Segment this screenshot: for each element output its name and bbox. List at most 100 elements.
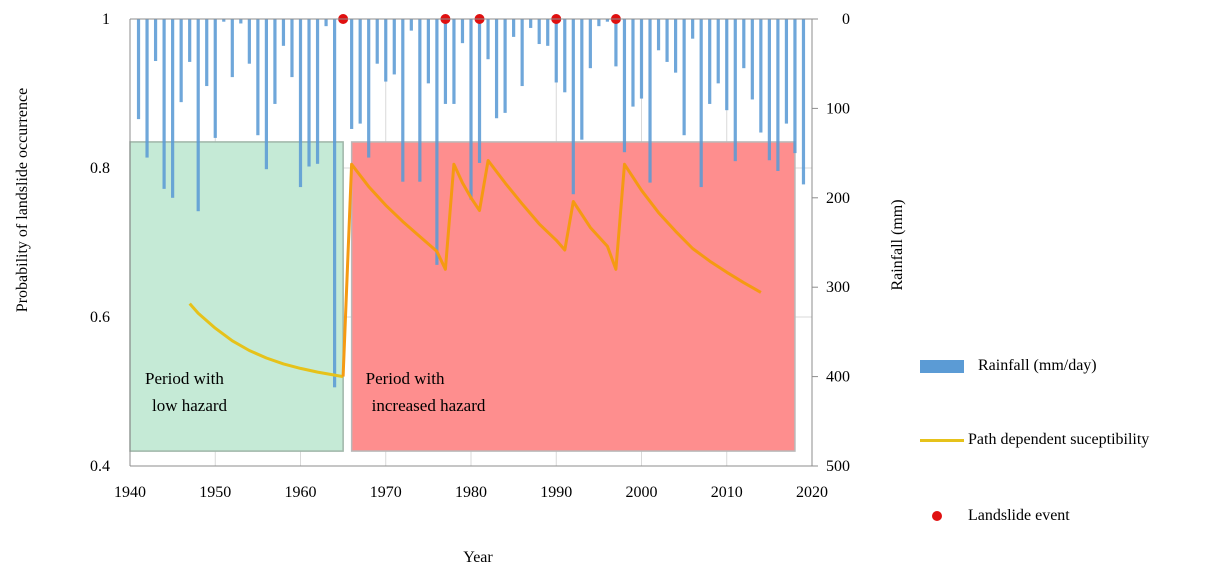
- x-tick-label: 1950: [199, 484, 231, 501]
- y-right-tick-label: 200: [826, 190, 850, 207]
- rainfall-bar: [384, 19, 388, 82]
- rainfall-bars: [136, 19, 806, 388]
- rainfall-bar: [784, 19, 789, 124]
- rainfall-bar: [759, 19, 763, 133]
- tick-labels: 1940 1950 1960 1970 1980 1990 2000 2010 20200.40…: [90, 11, 850, 501]
- x-tick-label: 1970: [370, 484, 402, 501]
- rainfall-bar: [563, 19, 567, 93]
- x-tick-label: 2000: [626, 484, 658, 501]
- rainfall-bar: [477, 19, 482, 163]
- rainfall-bar: [358, 19, 362, 124]
- rainfall-bar: [179, 19, 183, 103]
- rainfall-bar: [145, 19, 149, 158]
- rainfall-bar: [230, 19, 234, 78]
- susceptibility-line: [341, 159, 762, 377]
- rainfall-bar: [469, 19, 473, 200]
- y-right-tick-label: 500: [826, 458, 850, 475]
- rainfall-bar: [435, 19, 439, 265]
- rainfall-bar: [136, 19, 141, 120]
- rainfall-bar: [776, 19, 780, 171]
- rainfall-bar: [631, 19, 635, 107]
- rainfall-bar: [273, 19, 277, 104]
- legend-rainfall: Rainfall (mm/day): [920, 357, 1097, 375]
- rainfall-bar: [281, 19, 286, 46]
- rainfall-bar: [324, 19, 328, 27]
- rainfall-bar: [742, 19, 746, 69]
- x-tick-label: 2010: [711, 484, 743, 501]
- x-tick-label: 1990: [540, 484, 572, 501]
- rainfall-bar: [452, 19, 456, 104]
- rainfall-bar: [333, 19, 337, 388]
- x-axis-title: Year: [463, 549, 493, 566]
- rainfall-bar: [580, 19, 584, 140]
- rainfall-bar: [622, 19, 627, 153]
- hazard-regions: Period with low hazard Period with increase…: [129, 141, 796, 452]
- rainfall-bar: [733, 19, 737, 162]
- rainfall-bar: [290, 19, 294, 78]
- rainfall-bar: [256, 19, 260, 136]
- rainfall-bar: [656, 19, 661, 51]
- y-right-tick-label: 100: [826, 100, 850, 117]
- x-tick-label: 1940: [114, 484, 146, 501]
- hazard-region-label: Period with: [145, 369, 224, 388]
- legend-event-swatch: [932, 511, 942, 521]
- rainfall-bar: [188, 19, 192, 62]
- susceptibility-lines: [188, 159, 762, 379]
- legend-rainfall-swatch: [920, 359, 964, 373]
- rainfall-bar: [571, 19, 575, 195]
- rainfall-bar: [529, 19, 533, 28]
- rainfall-bar: [315, 19, 320, 164]
- rainfall-bar: [801, 19, 806, 185]
- rainfall-bar: [392, 19, 396, 75]
- rainfall-bar: [605, 19, 609, 22]
- y-left-tick-label: 1: [102, 11, 110, 28]
- rainfall-bar: [588, 19, 592, 69]
- rainfall-bar: [460, 19, 465, 44]
- rainfall-bar: [409, 19, 413, 31]
- rainfall-bar: [750, 19, 754, 100]
- y-left-tick-label: 0.4: [90, 458, 110, 475]
- rainfall-bar: [418, 19, 422, 182]
- rainfall-bar: [307, 19, 311, 167]
- rainfall-bar: [375, 19, 379, 64]
- rainfall-bar: [682, 19, 686, 136]
- rainfall-bar: [648, 19, 652, 183]
- rainfall-bar: [162, 19, 166, 189]
- rainfall-bar: [350, 19, 354, 129]
- legend-susceptibility-label: Path dependent suceptibility: [968, 431, 1150, 448]
- rainfall-bar: [239, 19, 243, 24]
- y-left-tick-label: 0.6: [90, 309, 110, 326]
- y-left-tick-label: 0.8: [90, 160, 110, 177]
- rainfall-bar: [708, 19, 712, 104]
- susceptibility-line: [188, 302, 344, 379]
- rainfall-bar: [205, 19, 209, 87]
- hazard-region-label: low hazard: [152, 396, 228, 415]
- rainfall-bar: [298, 19, 303, 188]
- rainfall-bar: [247, 19, 251, 64]
- rainfall-bar: [767, 19, 771, 161]
- axes: [129, 18, 818, 467]
- rainfall-bar: [639, 19, 644, 99]
- rainfall-bar: [512, 19, 516, 37]
- rainfall-bar: [537, 19, 541, 45]
- legend-event: Landslide event: [920, 507, 1070, 525]
- rainfall-bar: [597, 19, 601, 27]
- hazard-region: [129, 141, 344, 452]
- rainfall-bar: [716, 19, 720, 84]
- rainfall-bar: [546, 19, 550, 46]
- legend-susceptibility-swatch: [920, 438, 964, 442]
- y-right-tick-label: 0: [842, 11, 850, 28]
- rainfall-bar: [443, 19, 448, 104]
- rainfall-bar: [196, 19, 200, 212]
- rainfall-bar: [494, 19, 499, 119]
- rainfall-bar: [665, 19, 669, 62]
- x-tick-label: 1980: [455, 484, 487, 501]
- rainfall-bar: [793, 19, 797, 154]
- x-tick-label: 1960: [285, 484, 317, 501]
- rainfall-bar: [725, 19, 729, 111]
- legend-event-label: Landslide event: [968, 507, 1070, 524]
- rainfall-bar: [614, 19, 618, 67]
- rainfall-bar: [699, 19, 703, 188]
- hazard-region-label: increased hazard: [372, 396, 486, 415]
